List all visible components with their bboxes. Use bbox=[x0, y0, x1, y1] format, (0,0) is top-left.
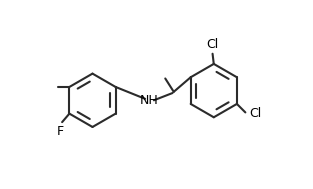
Text: Cl: Cl bbox=[249, 107, 261, 120]
Text: NH: NH bbox=[140, 94, 159, 107]
Text: Cl: Cl bbox=[207, 38, 219, 51]
Text: F: F bbox=[57, 125, 64, 138]
